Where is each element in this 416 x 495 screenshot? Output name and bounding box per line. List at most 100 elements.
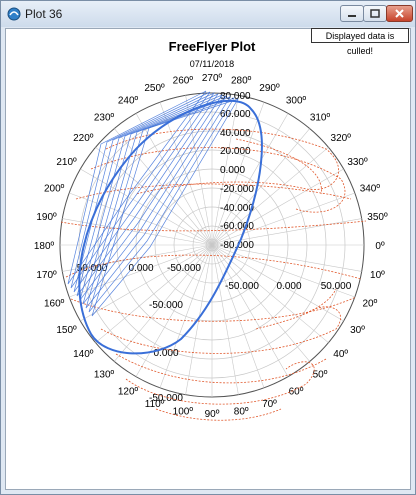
angle-tick-label: 100º: [173, 406, 194, 417]
radial-tick-label: 0.000: [220, 165, 245, 176]
elevation-trace: [235, 138, 322, 195]
angle-tick-label: 140º: [73, 349, 94, 360]
angle-tick-label: 190º: [36, 212, 57, 223]
dec-trace-mesh: [73, 92, 216, 293]
ring-value-label: -50.000: [149, 393, 183, 404]
grid-spoke: [211, 168, 344, 246]
ring-value-label: -50.000: [167, 263, 201, 274]
angle-tick-label: 160º: [44, 298, 65, 309]
angle-tick-label: 250º: [144, 83, 165, 94]
ring-value-label: -50.000: [225, 281, 259, 292]
grid-spoke: [211, 95, 239, 246]
ring-value-label: 50.000: [77, 263, 108, 274]
radial-tick-label: 60.000: [220, 109, 251, 120]
dec-trace-mesh: [85, 96, 231, 309]
angle-tick-label: 50º: [313, 370, 328, 381]
title-bar[interactable]: Plot 36: [1, 1, 415, 27]
angle-tick-label: 220º: [73, 133, 94, 144]
radial-tick-label: -20.000: [220, 184, 254, 195]
elevation-trace: [100, 306, 341, 354]
angle-tick-label: 320º: [331, 133, 352, 144]
angle-tick-label: 0º: [375, 241, 385, 252]
grid-spoke: [80, 244, 213, 322]
ring-value-label: 50.000: [321, 281, 352, 292]
radial-tick-label: 20.000: [220, 146, 251, 157]
angle-tick-label: 90º: [205, 409, 220, 420]
angle-tick-label: 40º: [333, 349, 348, 360]
window-title: Plot 36: [25, 7, 63, 21]
chart-date: 07/11/2018: [190, 59, 234, 69]
angle-tick-label: 230º: [94, 112, 115, 123]
grid-spoke: [211, 113, 289, 246]
elevation-trace: [105, 128, 339, 195]
angle-tick-label: 20º: [362, 298, 377, 309]
grid-spoke: [211, 218, 362, 246]
dec-trace-mesh: [91, 98, 239, 317]
angle-tick-label: 150º: [56, 325, 77, 336]
grid-spoke: [211, 128, 310, 246]
elevation-trace: [65, 254, 362, 280]
grid-spoke: [69, 244, 213, 298]
dec-trace-mesh: [82, 95, 227, 305]
elevation-trace: [60, 220, 367, 232]
angle-tick-label: 270º: [202, 73, 223, 84]
dec-trace-mesh: [79, 94, 223, 301]
ring-value-label: 0.000: [128, 263, 153, 274]
angle-tick-label: 340º: [360, 184, 381, 195]
culled-data-badge: Displayed data is culled!: [311, 28, 409, 56]
dec-trace-mesh: [70, 91, 211, 289]
ring-value-label: 0.000: [153, 348, 178, 359]
maximize-button[interactable]: [363, 5, 387, 22]
angle-tick-label: 350º: [367, 212, 388, 223]
grid-spoke: [211, 244, 344, 322]
angle-tick-label: 180º: [34, 241, 55, 252]
ring-value-label: -50.000: [149, 300, 183, 311]
dec-trace-mesh: [67, 90, 207, 285]
polar-plot: FreeFlyer Plot 07/11/2018 0º 10º 20º 30º 40º 50…: [34, 39, 388, 421]
grid-spoke: [211, 244, 289, 377]
close-button[interactable]: [386, 5, 413, 22]
radial-tick-label: -60.000: [220, 221, 254, 232]
grid-spoke: [135, 113, 213, 246]
grid-spoke: [159, 244, 213, 388]
radial-tick-label: -40.000: [220, 203, 254, 214]
angle-tick-label: 240º: [118, 96, 139, 107]
grid-spoke: [211, 244, 239, 395]
angle-tick-label: 260º: [173, 76, 194, 87]
ring-value-label: 0.000: [276, 281, 301, 292]
angle-tick-label: 280º: [231, 76, 252, 87]
angle-tick-label: 70º: [262, 399, 277, 410]
grid-spoke: [114, 128, 213, 246]
angle-tick-label: 130º: [94, 370, 115, 381]
dec-trace-mesh: [88, 97, 235, 313]
grid-spoke: [185, 244, 213, 395]
grid-spoke: [114, 244, 213, 362]
minimize-button[interactable]: [340, 5, 364, 22]
angle-tick-label: 330º: [347, 157, 368, 168]
grid-spoke: [211, 192, 355, 246]
chart-title: FreeFlyer Plot: [169, 39, 256, 54]
elevation-trace: [255, 288, 337, 330]
angle-tick-label: 110º: [145, 399, 165, 410]
angle-tick-label: 170º: [36, 270, 57, 281]
grid-spoke: [211, 244, 355, 298]
angle-tick-label: 60º: [289, 386, 304, 397]
grid-spoke: [211, 102, 265, 246]
angle-tick-label: 300º: [286, 96, 307, 107]
app-icon: [7, 7, 21, 21]
grid-spoke: [95, 244, 213, 343]
angle-tick-label: 80º: [234, 406, 249, 417]
grid-spoke: [211, 244, 265, 388]
angle-tick-label: 310º: [310, 112, 331, 123]
elevation-trace: [115, 353, 327, 384]
angle-tick-label: 120º: [118, 386, 139, 397]
grid-spoke: [135, 244, 213, 377]
grid-spoke: [95, 147, 213, 246]
angle-tick-label: 10º: [370, 270, 385, 281]
dec-trace-main: [78, 99, 263, 355]
angle-tick-label: 290º: [259, 83, 280, 94]
angle-tick-label: 200º: [44, 184, 65, 195]
plot-area: FreeFlyer Plot 07/11/2018 0º 10º 20º 30º 40º 50…: [5, 28, 411, 490]
radial-tick-label: 40.000: [220, 128, 251, 139]
